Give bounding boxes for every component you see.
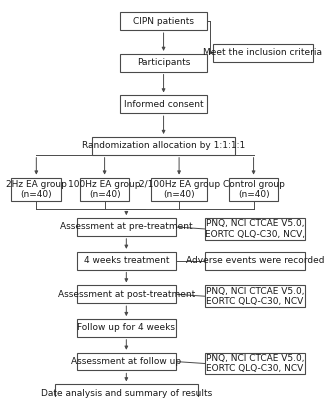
Text: PNQ, NCI CTCAE V5.0,
EORTC QLQ-C30, NCV,: PNQ, NCI CTCAE V5.0, EORTC QLQ-C30, NCV,	[205, 219, 305, 239]
Text: Control group
(n=40): Control group (n=40)	[223, 180, 285, 199]
FancyBboxPatch shape	[77, 252, 176, 270]
Text: Adverse events were recorded: Adverse events were recorded	[186, 256, 324, 265]
FancyBboxPatch shape	[77, 319, 176, 337]
FancyBboxPatch shape	[213, 44, 312, 62]
FancyBboxPatch shape	[92, 137, 235, 155]
FancyBboxPatch shape	[11, 178, 61, 201]
Text: Assessment at pre-treatment: Assessment at pre-treatment	[60, 222, 193, 232]
Text: Informed consent: Informed consent	[124, 100, 203, 109]
FancyBboxPatch shape	[206, 285, 305, 307]
Text: 4 weeks treatment: 4 weeks treatment	[84, 256, 169, 265]
Text: Assessment at post-treatment: Assessment at post-treatment	[58, 290, 195, 299]
Text: 100Hz EA group
(n=40): 100Hz EA group (n=40)	[68, 180, 141, 199]
FancyBboxPatch shape	[80, 178, 129, 201]
Text: Participants: Participants	[137, 58, 190, 67]
FancyBboxPatch shape	[77, 218, 176, 236]
Text: Assessment at follow up: Assessment at follow up	[71, 357, 181, 366]
Text: Follow up for 4 weeks: Follow up for 4 weeks	[77, 324, 175, 332]
Text: PNQ, NCI CTCAE V5.0,
EORTC QLQ-C30, NCV: PNQ, NCI CTCAE V5.0, EORTC QLQ-C30, NCV	[206, 286, 304, 306]
Text: CIPN patients: CIPN patients	[133, 17, 194, 26]
FancyBboxPatch shape	[120, 95, 207, 113]
FancyBboxPatch shape	[77, 353, 176, 370]
FancyBboxPatch shape	[206, 353, 305, 374]
FancyBboxPatch shape	[120, 12, 207, 30]
FancyBboxPatch shape	[77, 285, 176, 303]
FancyBboxPatch shape	[151, 178, 207, 201]
Text: Randomization allocation by 1:1:1:1: Randomization allocation by 1:1:1:1	[82, 141, 245, 150]
Text: 2/100Hz EA group
(n=40): 2/100Hz EA group (n=40)	[138, 180, 220, 199]
Text: PNQ, NCI CTCAE V5.0,
EORTC QLQ-C30, NCV: PNQ, NCI CTCAE V5.0, EORTC QLQ-C30, NCV	[206, 354, 304, 373]
FancyBboxPatch shape	[229, 178, 279, 201]
FancyBboxPatch shape	[206, 252, 305, 270]
FancyBboxPatch shape	[120, 54, 207, 72]
Text: Meet the inclusion criteria: Meet the inclusion criteria	[203, 48, 322, 57]
FancyBboxPatch shape	[206, 218, 305, 240]
FancyBboxPatch shape	[55, 384, 198, 400]
Text: Date analysis and summary of results: Date analysis and summary of results	[41, 389, 212, 398]
Text: 2Hz EA group
(n=40): 2Hz EA group (n=40)	[6, 180, 67, 199]
